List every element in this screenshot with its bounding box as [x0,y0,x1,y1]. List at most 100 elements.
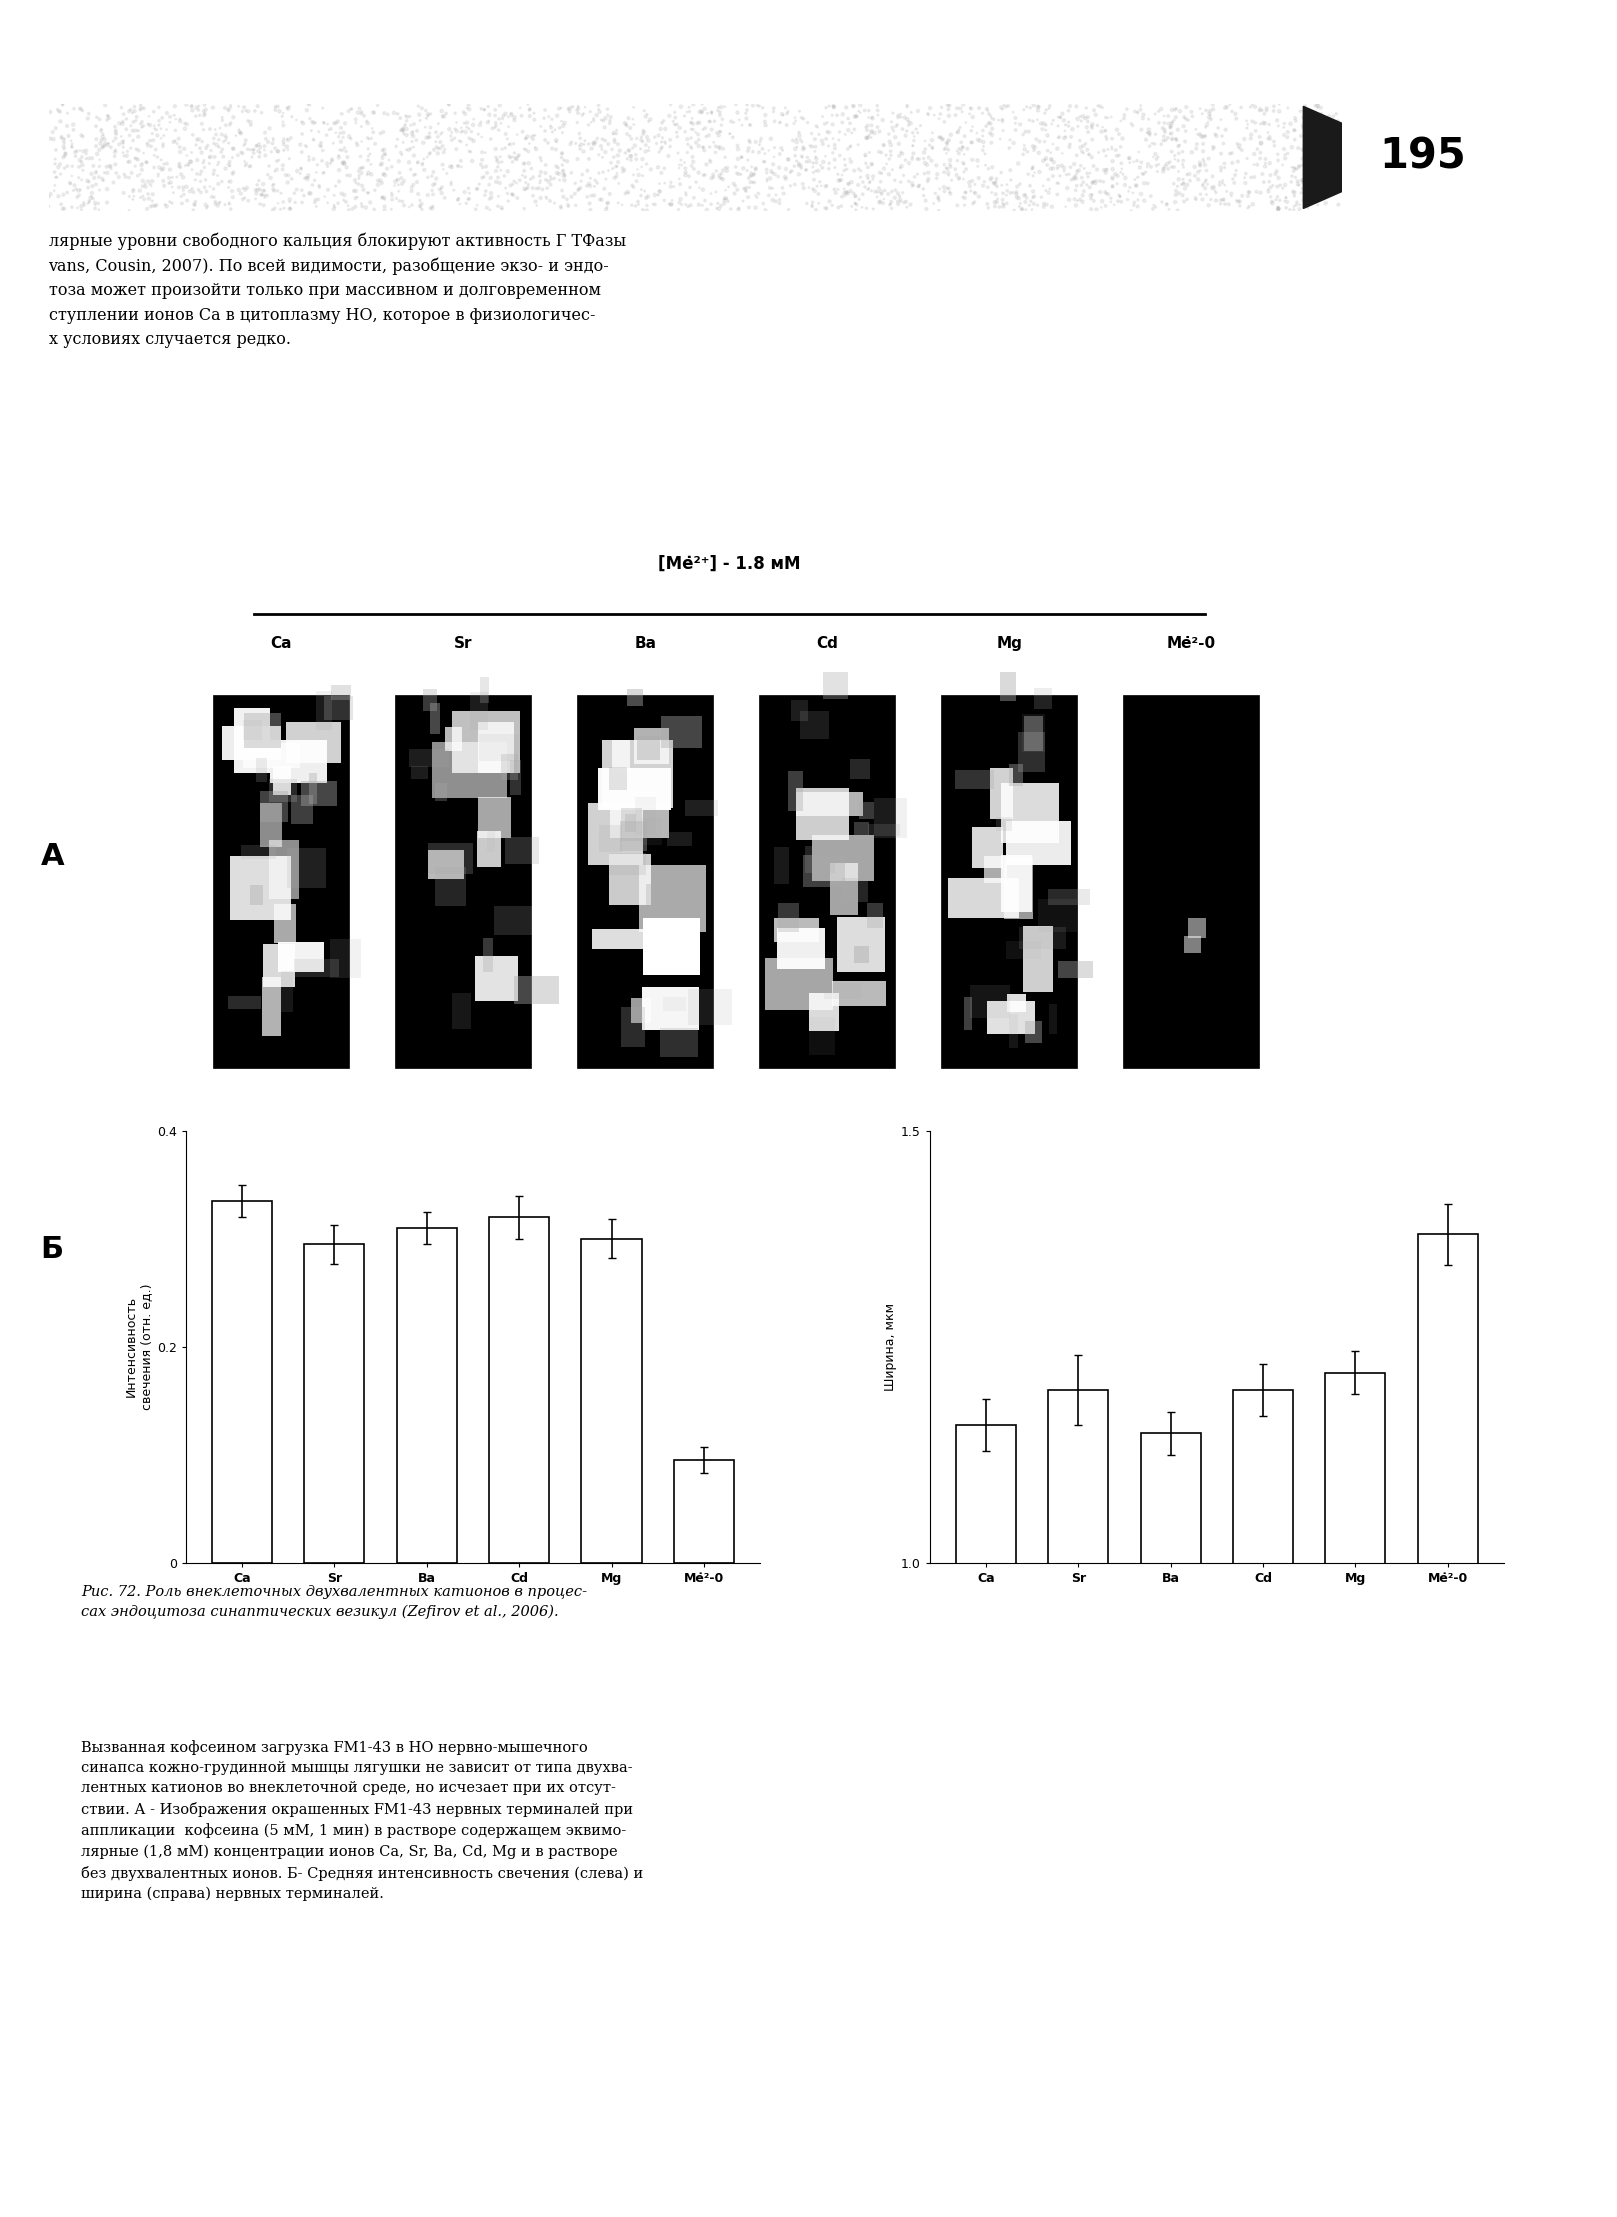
Point [283,184,309,219]
Point [983,177,1009,213]
Point [855,149,881,184]
Point [270,184,296,219]
Point [168,186,194,222]
Bar [610,767,627,789]
Point [1049,149,1075,184]
Point [1197,93,1222,129]
Point [723,86,749,122]
Point [949,129,975,164]
Point [901,129,927,164]
Point [210,102,236,137]
Point [1281,153,1307,188]
Bar [851,760,870,778]
Point [399,115,425,151]
Point [944,133,970,168]
Point [855,93,881,129]
Point [498,168,524,204]
Bar [854,944,868,962]
Point [310,91,336,126]
Point [399,188,425,224]
Point [100,164,126,200]
Point [1210,118,1235,153]
Point [894,89,920,124]
Point [1242,135,1268,171]
Point [1095,131,1121,166]
Point [152,168,178,204]
Point [175,137,201,173]
Point [868,173,894,208]
Point [52,131,78,166]
Point [1193,177,1219,213]
Point [1156,191,1182,226]
Point [378,191,404,226]
Point [556,93,582,129]
Point [500,140,526,175]
Point [246,133,272,168]
Point [1184,111,1210,146]
Bar [598,767,671,809]
Point [1258,171,1284,206]
Point [547,91,572,126]
Point [278,100,304,135]
Point [179,118,205,153]
Point [354,106,380,142]
Point [786,115,812,151]
Point [865,98,891,133]
Point [990,102,1015,137]
Point [642,186,668,222]
Point [95,126,121,162]
Point [451,106,477,142]
Point [975,106,1001,142]
Point [113,137,139,173]
Point [587,93,613,129]
Point [860,160,886,195]
Point [267,191,293,226]
Point [244,175,270,211]
Bar [873,798,907,838]
Point [1090,184,1116,219]
Point [930,122,956,157]
Point [1163,91,1188,126]
Point [794,186,820,222]
Point [1227,129,1253,164]
Point [116,160,142,195]
Point [375,98,401,133]
Point [149,120,175,155]
Point [230,93,255,129]
Point [944,115,970,151]
Point [711,89,737,124]
Point [860,100,886,135]
Point [238,133,264,168]
Point [1190,166,1216,202]
Point [139,168,165,204]
Point [293,160,319,195]
Point [226,111,252,146]
Bar [996,818,1012,831]
Point [529,142,555,177]
Point [322,106,348,142]
Point [957,95,983,131]
Point [831,171,857,206]
Point [1012,131,1038,166]
Point [438,149,464,184]
Point [1038,135,1064,171]
Point [116,118,142,153]
Point [472,177,498,213]
Point [58,166,84,202]
Point [239,133,265,168]
Point [146,160,171,195]
Point [275,164,301,200]
Point [678,111,703,146]
Point [970,95,996,131]
Point [1200,129,1226,164]
Point [1083,98,1109,133]
Point [155,160,181,195]
Point [141,93,167,129]
Point [1145,140,1171,175]
Point [931,155,957,191]
Point [382,164,407,200]
Point [886,126,912,162]
Point [396,100,422,135]
Point [357,146,383,182]
Point [367,115,393,151]
